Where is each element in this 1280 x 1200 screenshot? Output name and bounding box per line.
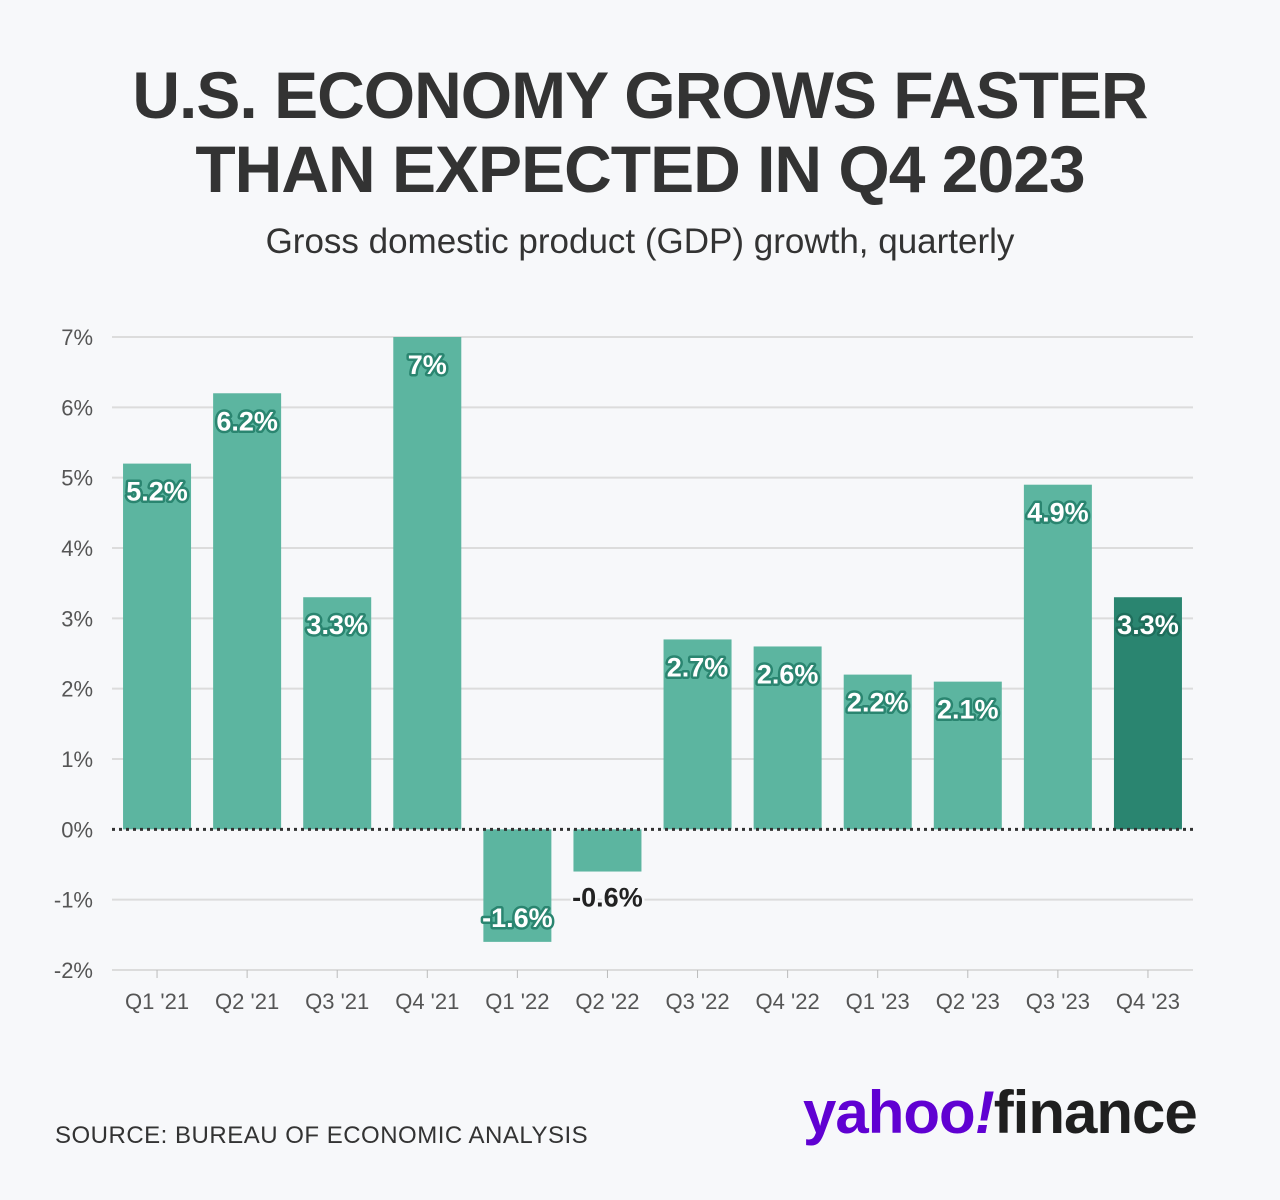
gdp-bar-chart: 7% 6% 5% 4% 3% 2% 1% 0% -1% -2% Q1 '21 5.2% Q2 '21 6.… — [54, 325, 1193, 1014]
bar — [213, 393, 282, 830]
logo-exclamation: ! — [974, 1079, 995, 1146]
bar — [663, 639, 732, 830]
x-tick-label: Q2 '21 — [215, 989, 279, 1014]
bar-value-label: 6.2% — [216, 406, 278, 436]
y-tick-label: 3% — [61, 606, 93, 631]
bar-value-label: 3.3% — [1117, 610, 1179, 640]
logo-finance: finance — [993, 1079, 1198, 1146]
bar-value-label: 2.1% — [937, 695, 999, 725]
y-tick-label: 6% — [61, 395, 93, 420]
x-tick-label: Q1 '22 — [485, 989, 549, 1014]
y-tick-label: 4% — [61, 536, 93, 561]
bar — [753, 646, 822, 830]
bar — [933, 681, 1002, 830]
bar-value-label: 2.7% — [667, 652, 729, 682]
x-tick-label: Q2 '23 — [936, 989, 1000, 1014]
y-tick-label: 5% — [61, 466, 93, 491]
bar-value-label: 2.2% — [847, 688, 909, 718]
bar-value-label: -0.6% — [572, 883, 643, 913]
y-tick-label: -1% — [54, 888, 93, 913]
yahoo-finance-logo: yahoo!finance — [803, 1078, 1198, 1147]
bar-value-label: 3.3% — [306, 610, 368, 640]
bar — [1023, 484, 1092, 830]
bar — [483, 829, 552, 942]
x-tick-label: Q1 '23 — [846, 989, 910, 1014]
bar-value-label: 4.9% — [1027, 498, 1089, 528]
bar — [393, 337, 462, 830]
chart-title: U.S. ECONOMY GROWS FASTER THAN EXPECTED … — [0, 58, 1280, 206]
x-tick-label: Q3 '22 — [665, 989, 729, 1014]
bar — [123, 463, 192, 830]
bar-value-label: 7% — [408, 350, 447, 380]
bar-value-label: 2.6% — [757, 659, 819, 689]
bar — [843, 674, 912, 830]
logo-yahoo: yahoo — [803, 1079, 976, 1146]
bar-value-label: -1.6% — [482, 903, 553, 933]
source-note: SOURCE: BUREAU OF ECONOMIC ANALYSIS — [55, 1122, 589, 1149]
x-tick-label: Q3 '21 — [305, 989, 369, 1014]
bar — [1113, 597, 1182, 830]
x-tick-label: Q2 '22 — [575, 989, 639, 1014]
y-tick-label: -2% — [54, 958, 93, 983]
title-line-1: U.S. ECONOMY GROWS FASTER — [132, 58, 1148, 132]
y-tick-label: 2% — [61, 677, 93, 702]
bar — [573, 829, 642, 872]
y-tick-label: 1% — [61, 747, 93, 772]
y-tick-label: 0% — [61, 817, 93, 842]
x-tick-label: Q4 '21 — [395, 989, 459, 1014]
y-tick-label: 7% — [61, 325, 93, 350]
chart-subtitle: Gross domestic product (GDP) growth, qua… — [265, 222, 1015, 261]
bar — [303, 597, 372, 830]
bar-value-label: 5.2% — [126, 477, 188, 507]
x-tick-label: Q3 '23 — [1026, 989, 1090, 1014]
title-line-2: THAN EXPECTED IN Q4 2023 — [195, 132, 1085, 206]
x-tick-label: Q4 '22 — [756, 989, 820, 1014]
x-tick-label: Q1 '21 — [125, 989, 189, 1014]
x-tick-label: Q4 '23 — [1116, 989, 1180, 1014]
